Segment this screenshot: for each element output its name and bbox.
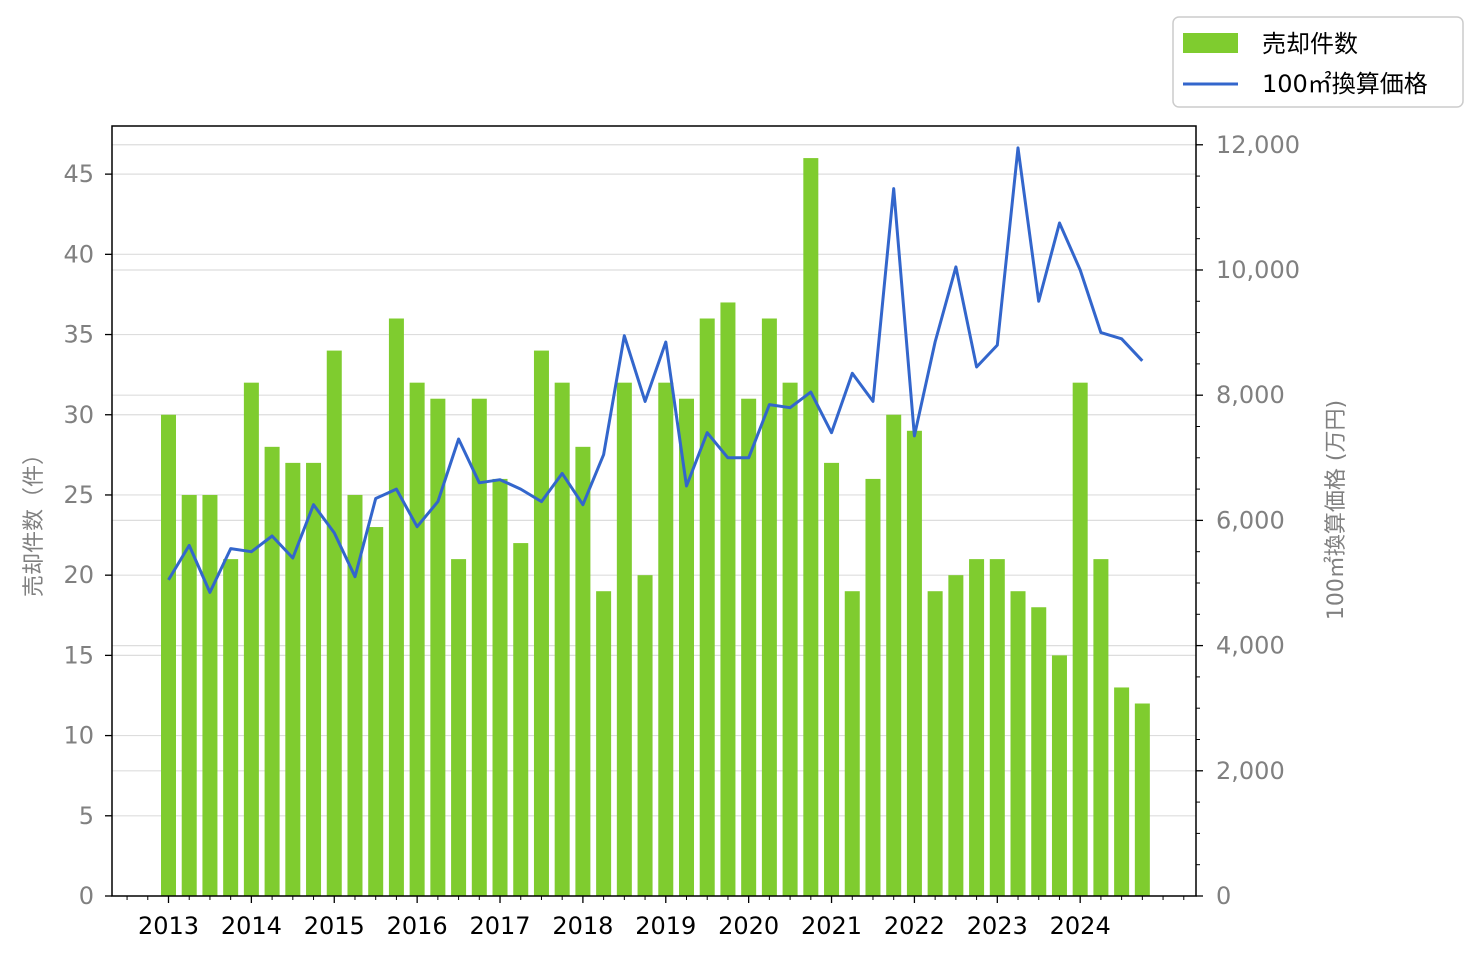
bar	[513, 543, 529, 896]
x-tick-label: 2021	[801, 912, 862, 940]
bar	[1051, 655, 1067, 896]
bar	[1114, 687, 1130, 896]
bar	[1134, 703, 1150, 896]
y-right-tick-label: 8,000	[1216, 381, 1285, 409]
y-left-tick-label: 10	[63, 722, 94, 750]
bar	[948, 575, 964, 896]
legend-label-bar: 売却件数	[1262, 30, 1358, 58]
bar	[451, 559, 467, 896]
y-right-tick-label: 10,000	[1216, 256, 1300, 284]
y-axis-left-label: 売却件数（件）	[22, 443, 47, 597]
bar	[596, 591, 612, 896]
x-tick-label: 2019	[635, 912, 696, 940]
bar	[782, 382, 798, 897]
bar	[637, 575, 653, 896]
bar	[533, 350, 549, 896]
bar	[1072, 382, 1088, 897]
y-left-tick-label: 45	[63, 160, 94, 188]
y-left-tick-label: 25	[63, 481, 94, 509]
y-left-tick-label: 30	[63, 401, 94, 429]
bar	[679, 398, 694, 896]
plot-frame	[111, 125, 1197, 897]
bar	[181, 494, 197, 896]
y-left-tick-label: 5	[79, 802, 94, 830]
legend: 売却件数 100㎡換算価格	[1172, 16, 1464, 108]
bar	[741, 398, 757, 896]
bar	[616, 382, 632, 897]
x-tick-label: 2014	[221, 912, 282, 940]
bar	[388, 318, 404, 896]
bar	[1093, 559, 1109, 896]
y-right-tick-label: 0	[1216, 882, 1231, 910]
bar	[720, 302, 736, 896]
bar	[161, 414, 176, 896]
bar	[202, 494, 218, 896]
bar	[699, 318, 715, 896]
bar	[886, 414, 902, 896]
bar	[492, 478, 508, 896]
bar	[264, 446, 280, 896]
y-right-tick-label: 6,000	[1216, 506, 1285, 534]
bar	[865, 478, 881, 896]
bar	[844, 591, 860, 896]
bar	[658, 382, 674, 897]
x-tick-label: 2023	[967, 912, 1028, 940]
bar	[761, 318, 777, 896]
legend-frame	[1172, 16, 1464, 108]
y-right-tick-label: 4,000	[1216, 632, 1285, 660]
x-tick-label: 2013	[138, 912, 199, 940]
bar	[326, 350, 342, 896]
bar	[285, 462, 301, 896]
axes: 0 5 10 15 20 25 30 35 40 45 0 2,000 4,000 6,000 8,000 1…	[63, 125, 1300, 940]
bar	[1031, 607, 1047, 896]
line-series	[167, 146, 1144, 594]
y-right-tick-label: 2,000	[1216, 757, 1285, 785]
y-left-tick-label: 15	[63, 641, 94, 669]
y-left-tick-label: 35	[63, 321, 94, 349]
bar	[347, 494, 363, 896]
y-left-tick-label: 40	[63, 240, 94, 268]
bar	[969, 559, 985, 896]
y-axis-right-label: 100㎡換算価格 (万円)	[1323, 400, 1349, 620]
bar	[306, 462, 322, 896]
bar	[906, 430, 922, 896]
bar-series	[161, 158, 1150, 897]
bar	[243, 382, 259, 897]
y-left-tick-label: 0	[79, 882, 94, 910]
x-tick-label: 2022	[884, 912, 945, 940]
bar	[927, 591, 943, 896]
price-line	[167, 146, 1144, 594]
y-right-tick-label: 12,000	[1216, 131, 1300, 159]
x-tick-label: 2016	[387, 912, 448, 940]
legend-label-line: 100㎡換算価格	[1262, 70, 1428, 98]
x-tick-label: 2015	[304, 912, 365, 940]
bar	[989, 559, 1005, 896]
bar	[575, 446, 591, 896]
bar	[803, 158, 819, 897]
x-tick-label: 2024	[1050, 912, 1111, 940]
bar	[824, 462, 840, 896]
bar	[471, 398, 487, 896]
y-left-tick-label: 20	[63, 561, 94, 589]
x-tick-label: 2017	[469, 912, 530, 940]
bar	[554, 382, 570, 897]
bar	[1010, 591, 1026, 896]
x-tick-label: 2020	[718, 912, 779, 940]
legend-bar-swatch	[1183, 33, 1238, 53]
x-tick-label: 2018	[552, 912, 613, 940]
bar	[430, 398, 446, 896]
bar	[368, 527, 384, 896]
bar	[223, 559, 239, 896]
bar	[409, 382, 425, 897]
